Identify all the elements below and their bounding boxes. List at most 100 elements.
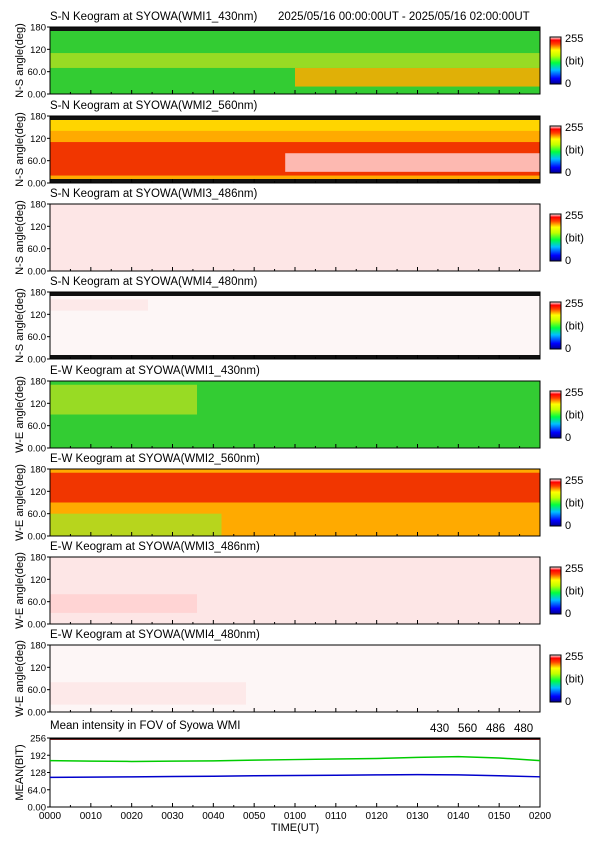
colorbar-7-unit: (bit) bbox=[565, 586, 584, 598]
keogram-6-ytick-3: 0.00 bbox=[28, 532, 47, 543]
keogram-2-ytick-1: 120 bbox=[30, 134, 46, 145]
colorbar-5 bbox=[549, 390, 562, 439]
keogram-6-band-1 bbox=[50, 472, 540, 503]
keogram-title-3: S-N Keogram at SYOWA(WMI3_486nm) bbox=[50, 188, 257, 200]
line-ytick-3: 64.0 bbox=[28, 785, 47, 796]
keogram-4-band-1 bbox=[50, 299, 148, 311]
colorbar-7-max: 255 bbox=[565, 563, 583, 575]
colorbar-6-max: 255 bbox=[565, 475, 583, 487]
keogram-title-2: S-N Keogram at SYOWA(WMI2_560nm) bbox=[50, 100, 257, 112]
keogram-6-ytick-1: 120 bbox=[30, 487, 46, 498]
keogram-title-6: E-W Keogram at SYOWA(WMI2_560nm) bbox=[50, 453, 260, 465]
colorbar-1-min: 0 bbox=[565, 78, 571, 90]
keogram-6-band-2 bbox=[50, 513, 222, 536]
keogram-5-ytick-2: 60.0 bbox=[28, 421, 47, 432]
keogram-title-7: E-W Keogram at SYOWA(WMI3_486nm) bbox=[50, 541, 260, 553]
colorbar-8-max: 255 bbox=[565, 651, 583, 663]
keogram-7-ylabel: W-E angle(deg) bbox=[14, 552, 26, 629]
x-tick-0130: 0130 bbox=[406, 811, 429, 822]
colorbar-3-unit: (bit) bbox=[565, 233, 584, 245]
legend-486: 486 bbox=[486, 723, 505, 735]
x-tick-0040: 0040 bbox=[202, 811, 225, 822]
colorbar-4-min: 0 bbox=[565, 343, 571, 355]
line-ylabel: MEAN(BIT) bbox=[14, 744, 26, 800]
line-chart-title: Mean intensity in FOV of Syowa WMI bbox=[50, 720, 240, 732]
colorbar-3-min: 0 bbox=[565, 255, 571, 267]
keogram-1-top-edge bbox=[50, 27, 540, 31]
colorbar-1 bbox=[549, 36, 562, 85]
keogram-2-ytick-0: 180 bbox=[30, 112, 46, 123]
keogram-1-band-2 bbox=[50, 53, 540, 68]
keogram-4-ytick-3: 0.00 bbox=[28, 355, 47, 366]
x-tick-0000: 0000 bbox=[39, 811, 62, 822]
colorbar-3-max: 255 bbox=[565, 210, 583, 222]
keogram-1-ytick-3: 0.00 bbox=[28, 90, 47, 101]
keogram-7-ytick-1: 120 bbox=[30, 575, 46, 586]
colorbar-5-min: 0 bbox=[565, 432, 571, 444]
keogram-2-band-2 bbox=[285, 153, 540, 172]
keogram-8-ytick-3: 0.00 bbox=[28, 708, 47, 719]
colorbar-6-min: 0 bbox=[565, 520, 571, 532]
colorbar-5-unit: (bit) bbox=[565, 410, 584, 422]
colorbar-1-unit: (bit) bbox=[565, 56, 584, 68]
keogram-8-ytick-0: 180 bbox=[30, 641, 46, 652]
colorbar-4-max: 255 bbox=[565, 298, 583, 310]
keogram-3-ytick-2: 60.0 bbox=[28, 244, 47, 255]
keogram-7-ytick-0: 180 bbox=[30, 553, 46, 564]
keogram-4-ytick-0: 180 bbox=[30, 288, 46, 299]
keogram-1-band-1 bbox=[295, 67, 540, 87]
keogram-3-ylabel: N-S angle(deg) bbox=[14, 200, 26, 275]
colorbar-6-unit: (bit) bbox=[565, 498, 584, 510]
time-range-label: 2025/05/16 00:00:00UT - 2025/05/16 02:00… bbox=[278, 11, 530, 23]
line-chart-frame bbox=[49, 737, 541, 808]
keogram-1-ylabel: N-S angle(deg) bbox=[14, 23, 26, 98]
colorbar-5-max: 255 bbox=[565, 387, 583, 399]
keogram-6-ylabel: W-E angle(deg) bbox=[14, 464, 26, 541]
colorbar-8-unit: (bit) bbox=[565, 674, 584, 686]
x-tick-0100: 0100 bbox=[284, 811, 307, 822]
series-560-line bbox=[49, 755, 541, 763]
keogram-2-top-edge bbox=[50, 116, 540, 120]
legend-430: 430 bbox=[430, 723, 449, 735]
keogram-2-ytick-2: 60.0 bbox=[28, 156, 47, 167]
keogram-7-image bbox=[50, 557, 540, 624]
x-tick-0050: 0050 bbox=[243, 811, 266, 822]
keogram-2-ylabel: N-S angle(deg) bbox=[14, 112, 26, 187]
line-ytick-0: 256 bbox=[30, 734, 46, 745]
x-tick-0010: 0010 bbox=[80, 811, 103, 822]
keogram-1-ytick-2: 60.0 bbox=[28, 67, 47, 78]
keogram-7-band-1 bbox=[50, 594, 197, 613]
colorbar-7 bbox=[549, 566, 562, 615]
x-tick-0110: 0110 bbox=[325, 811, 347, 822]
keogram-2-band-3 bbox=[50, 117, 540, 131]
x-axis-label: TIME(UT) bbox=[271, 822, 319, 834]
line-ytick-4: 0.00 bbox=[28, 803, 47, 814]
keogram-4-ytick-2: 60.0 bbox=[28, 332, 47, 343]
colorbar-3 bbox=[549, 213, 562, 262]
colorbar-2 bbox=[549, 125, 562, 174]
colorbar-2-max: 255 bbox=[565, 122, 583, 134]
keogram-1-ytick-1: 120 bbox=[30, 45, 46, 56]
colorbar-8-min: 0 bbox=[565, 696, 571, 708]
keogram-title-8: E-W Keogram at SYOWA(WMI4_480nm) bbox=[50, 629, 260, 641]
keogram-3-ytick-0: 180 bbox=[30, 200, 46, 211]
colorbar-8 bbox=[549, 654, 562, 703]
colorbar-7-min: 0 bbox=[565, 608, 571, 620]
series-430-line bbox=[49, 773, 541, 779]
keogram-6-ytick-0: 180 bbox=[30, 465, 46, 476]
legend-560: 560 bbox=[458, 723, 477, 735]
keogram-5-ytick-3: 0.00 bbox=[28, 444, 47, 455]
keogram-8-ytick-2: 60.0 bbox=[28, 685, 47, 696]
keogram-6-ytick-2: 60.0 bbox=[28, 509, 47, 520]
colorbar-6 bbox=[549, 478, 562, 527]
colorbar-1-max: 255 bbox=[565, 33, 583, 45]
keogram-5-ylabel: W-E angle(deg) bbox=[14, 376, 26, 453]
colorbar-2-unit: (bit) bbox=[565, 145, 584, 157]
colorbar-4-unit: (bit) bbox=[565, 321, 584, 333]
keogram-8-band-1 bbox=[50, 682, 246, 705]
line-ytick-1: 192 bbox=[30, 751, 46, 762]
keogram-5-ytick-0: 180 bbox=[30, 377, 46, 388]
keogram-5-band-1 bbox=[50, 384, 197, 415]
keogram-title-1: S-N Keogram at SYOWA(WMI1_430nm) bbox=[50, 11, 257, 23]
